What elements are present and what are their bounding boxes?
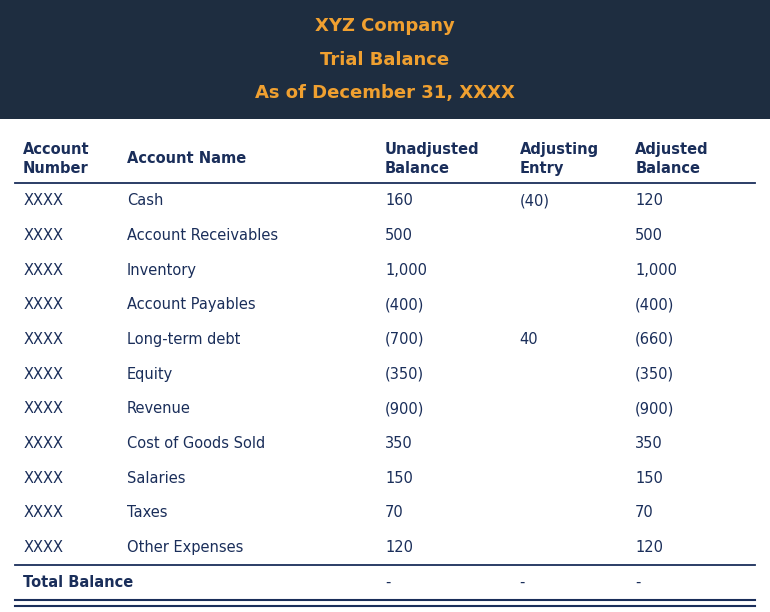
Text: Account Name: Account Name [127, 151, 246, 166]
Text: Cost of Goods Sold: Cost of Goods Sold [127, 436, 266, 451]
Text: (40): (40) [520, 193, 550, 208]
Text: Salaries: Salaries [127, 471, 186, 486]
Text: Cash: Cash [127, 193, 163, 208]
Text: (660): (660) [635, 332, 675, 347]
Text: XYZ Company: XYZ Company [315, 17, 455, 35]
Text: 500: 500 [385, 228, 413, 243]
Text: 350: 350 [635, 436, 663, 451]
Text: (700): (700) [385, 332, 424, 347]
Text: 40: 40 [520, 332, 538, 347]
Text: (350): (350) [385, 367, 424, 382]
Text: Inventory: Inventory [127, 263, 197, 277]
Text: 120: 120 [635, 540, 663, 555]
Text: Long-term debt: Long-term debt [127, 332, 240, 347]
Text: 120: 120 [385, 540, 413, 555]
Text: Other Expenses: Other Expenses [127, 540, 243, 555]
Text: XXXX: XXXX [23, 506, 63, 520]
Text: XXXX: XXXX [23, 540, 63, 555]
Text: Revenue: Revenue [127, 401, 191, 416]
Text: 70: 70 [635, 506, 654, 520]
Text: XXXX: XXXX [23, 436, 63, 451]
Text: 120: 120 [635, 193, 663, 208]
Text: 70: 70 [385, 506, 403, 520]
Text: Adjusting
Entry: Adjusting Entry [520, 142, 599, 176]
Text: Adjusted
Balance: Adjusted Balance [635, 142, 709, 176]
Text: XXXX: XXXX [23, 401, 63, 416]
Text: 1,000: 1,000 [385, 263, 427, 277]
Text: (400): (400) [385, 297, 424, 312]
Text: 150: 150 [635, 471, 663, 486]
Text: -: - [635, 575, 641, 590]
Text: XXXX: XXXX [23, 263, 63, 277]
Text: XXXX: XXXX [23, 297, 63, 312]
Text: XXXX: XXXX [23, 367, 63, 382]
Text: 160: 160 [385, 193, 413, 208]
Text: XXXX: XXXX [23, 228, 63, 243]
Text: -: - [385, 575, 390, 590]
Text: (900): (900) [635, 401, 675, 416]
Text: XXXX: XXXX [23, 193, 63, 208]
Text: Equity: Equity [127, 367, 173, 382]
Text: (900): (900) [385, 401, 424, 416]
Text: 500: 500 [635, 228, 663, 243]
Text: Total Balance: Total Balance [23, 575, 133, 590]
Text: 150: 150 [385, 471, 413, 486]
Text: Account Payables: Account Payables [127, 297, 256, 312]
Text: (400): (400) [635, 297, 675, 312]
Text: As of December 31, XXXX: As of December 31, XXXX [255, 84, 515, 102]
Text: XXXX: XXXX [23, 332, 63, 347]
Text: -: - [520, 575, 525, 590]
Text: Account
Number: Account Number [23, 142, 90, 176]
Text: Account Receivables: Account Receivables [127, 228, 278, 243]
Text: XXXX: XXXX [23, 471, 63, 486]
Text: 1,000: 1,000 [635, 263, 678, 277]
FancyBboxPatch shape [0, 0, 770, 119]
Text: (350): (350) [635, 367, 675, 382]
Text: 350: 350 [385, 436, 413, 451]
Text: Taxes: Taxes [127, 506, 168, 520]
Text: Unadjusted
Balance: Unadjusted Balance [385, 142, 480, 176]
Text: Trial Balance: Trial Balance [320, 51, 450, 69]
